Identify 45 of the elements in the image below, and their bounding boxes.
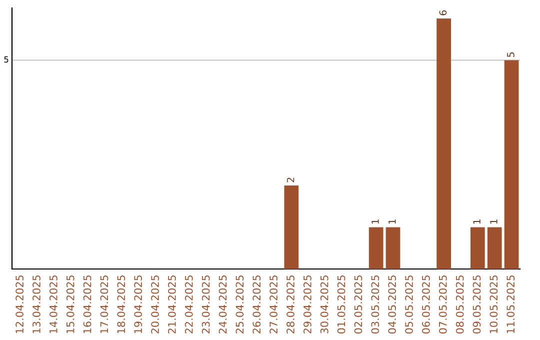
x-tick-label: 08.05.2025 xyxy=(456,275,464,334)
bar xyxy=(470,227,485,269)
x-tick-label: 21.04.2025 xyxy=(168,275,176,334)
x-tick-label: 18.04.2025 xyxy=(117,275,126,334)
x-tick-label: 19.04.2025 xyxy=(134,275,142,334)
data-label: 1 xyxy=(388,219,396,224)
bar xyxy=(436,18,451,269)
bar xyxy=(368,227,384,269)
bar xyxy=(504,60,519,269)
x-tick-label: 22.04.2025 xyxy=(184,275,193,334)
x-tick-label: 05.05.2025 xyxy=(405,275,413,334)
x-tick-label: 02.05.2025 xyxy=(354,275,362,334)
x-tick-label: 14.04.2025 xyxy=(49,275,58,334)
x-tick-label: 27.04.2025 xyxy=(270,275,278,334)
bar xyxy=(284,185,299,269)
x-tick-label: 04.05.2025 xyxy=(388,275,396,334)
x-tick-label: 20.04.2025 xyxy=(151,275,159,334)
data-label: 1 xyxy=(490,219,498,224)
data-label: 2 xyxy=(286,178,294,182)
x-tick-label: 28.04.2025 xyxy=(286,275,294,334)
x-tick-label: 11.05.2025 xyxy=(506,275,515,334)
ref-line-label: 5 xyxy=(4,56,8,63)
x-tick-label: 10.05.2025 xyxy=(490,275,498,334)
x-tick-label: 03.05.2025 xyxy=(371,275,380,334)
x-tick-label: 26.04.2025 xyxy=(252,275,261,334)
data-label: 6 xyxy=(439,10,447,16)
x-tick-label: 29.04.2025 xyxy=(303,275,312,334)
x-tick-label: 15.04.2025 xyxy=(66,275,74,334)
bar xyxy=(487,227,502,269)
x-tick-label: 30.04.2025 xyxy=(320,275,328,334)
x-tick-label: 17.04.2025 xyxy=(100,275,108,334)
x-tick-label: 06.05.2025 xyxy=(422,275,430,334)
data-label: 5 xyxy=(507,52,514,57)
x-tick-label: 12.04.2025 xyxy=(16,275,24,334)
x-tick-label: 09.05.2025 xyxy=(472,275,481,334)
bar xyxy=(386,227,400,269)
x-tick-label: 24.04.2025 xyxy=(218,275,227,334)
data-label: 1 xyxy=(372,219,379,224)
data-label: 1 xyxy=(473,219,480,224)
x-tick-label: 16.04.2025 xyxy=(83,275,92,334)
x-tick-label: 01.05.2025 xyxy=(337,275,346,334)
x-tick-label: 13.04.2025 xyxy=(32,275,40,334)
x-tick-label: 25.04.2025 xyxy=(236,275,244,334)
x-tick-label: 07.05.2025 xyxy=(438,275,447,334)
x-tick-label: 23.04.2025 xyxy=(202,275,210,334)
